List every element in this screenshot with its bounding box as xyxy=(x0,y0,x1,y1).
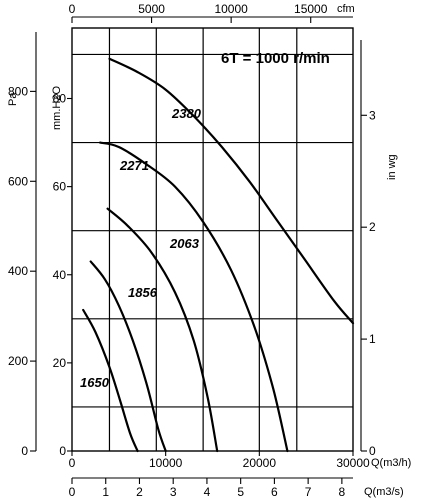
flow-m3h-axis-label: Q(m3/h) xyxy=(371,457,411,469)
flow-m3s-axis-label: Q(m3/s) xyxy=(364,486,404,498)
mmh2o-tick-label: 80 xyxy=(53,92,67,106)
inwg-axis-ticks: 0 1 2 3 xyxy=(361,108,376,458)
pa-tick-label: 600 xyxy=(8,174,28,188)
top-tick-label: 0 xyxy=(69,2,76,16)
top-tick-label: 10000 xyxy=(214,2,248,16)
mmh2o-axis-ticks: 0 20 40 60 80 xyxy=(53,92,72,458)
pa-axis-ticks: 0 200 400 600 800 xyxy=(8,84,36,458)
flow-m3s-tick-label: 2 xyxy=(136,485,143,499)
mmh2o-tick-label: 40 xyxy=(53,268,67,282)
flow-m3h-tick-label: 30000 xyxy=(336,456,370,470)
flow-m3s-tick-label: 3 xyxy=(170,485,177,499)
mmh2o-tick-label: 0 xyxy=(59,444,66,458)
flow-m3s-tick-label: 6 xyxy=(271,485,278,499)
flow-m3s-tick-label: 4 xyxy=(204,485,211,499)
inwg-tick-label: 2 xyxy=(369,220,376,234)
chart-title: 6T = 1000 r/min xyxy=(221,50,330,67)
mmh2o-tick-label: 20 xyxy=(53,356,67,370)
mmh2o-tick-label: 60 xyxy=(53,180,67,194)
pa-tick-label: 800 xyxy=(8,84,28,98)
curve-label-1856: 1856 xyxy=(128,285,158,300)
fan-curve-2380 xyxy=(108,57,355,325)
pa-tick-label: 200 xyxy=(8,354,28,368)
fan-curve-1650 xyxy=(82,308,139,453)
flow-m3h-tick-label: 10000 xyxy=(149,456,183,470)
mmh2o-axis-label: mm.H2O xyxy=(51,86,63,130)
curve-label-2271: 2271 xyxy=(119,158,149,173)
inwg-tick-label: 1 xyxy=(369,332,376,346)
top-axis-unit: cfm xyxy=(337,3,355,15)
inwg-tick-label: 3 xyxy=(369,108,376,122)
flow-m3s-tick-label: 5 xyxy=(237,485,244,499)
fan-curve-2271 xyxy=(99,141,289,453)
inwg-axis-label: in wg xyxy=(386,154,398,180)
flow-m3s-axis-ticks: 0 1 2 3 4 5 6 7 8 xyxy=(69,478,346,499)
curve-layer xyxy=(82,57,355,453)
grid-lines xyxy=(72,28,353,451)
top-axis-ticks: 0 5000 10000 15000 xyxy=(69,2,328,23)
top-tick-label: 5000 xyxy=(138,2,165,16)
fan-curve-1856 xyxy=(89,260,167,453)
curve-label-2380: 2380 xyxy=(171,106,202,121)
curve-label-2063: 2063 xyxy=(169,236,200,251)
pa-tick-label: 0 xyxy=(21,444,28,458)
curve-label-1650: 1650 xyxy=(80,375,110,390)
flow-m3s-tick-label: 7 xyxy=(305,485,312,499)
flow-m3s-tick-label: 8 xyxy=(339,485,346,499)
pa-axis-label: Pa xyxy=(7,92,19,106)
inwg-tick-label: 0 xyxy=(369,444,376,458)
flow-m3h-tick-label: 20000 xyxy=(243,456,277,470)
top-tick-label: 15000 xyxy=(294,2,328,16)
flow-m3h-tick-label: 0 xyxy=(69,456,76,470)
flow-m3h-axis-ticks: 0 10000 20000 30000 xyxy=(69,451,370,470)
flow-m3s-tick-label: 1 xyxy=(102,485,109,499)
pa-tick-label: 400 xyxy=(8,264,28,278)
fan-curve-2063 xyxy=(106,207,219,453)
flow-m3s-tick-label: 0 xyxy=(69,485,76,499)
plot-frame xyxy=(71,27,354,452)
